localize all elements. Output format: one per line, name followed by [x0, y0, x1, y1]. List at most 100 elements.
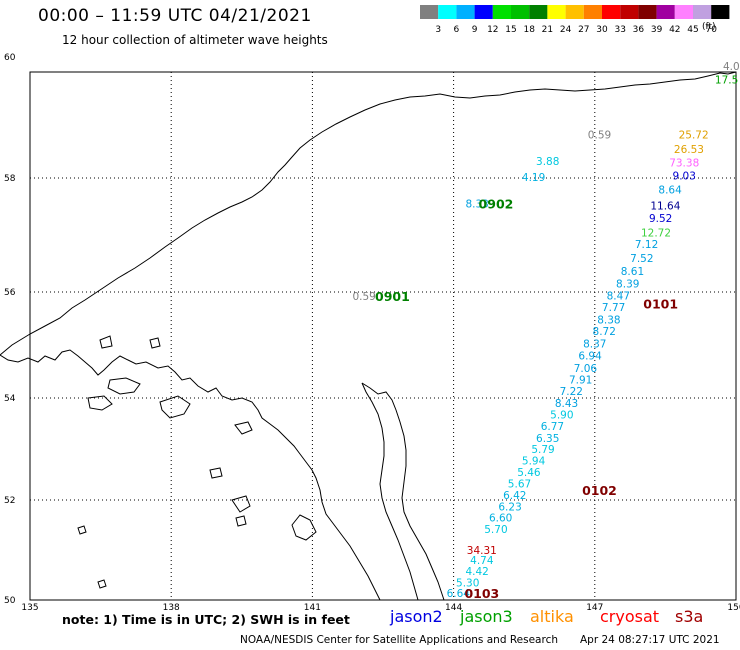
- legend-label: 42: [669, 25, 680, 35]
- lon-tick-label: 150: [727, 603, 740, 613]
- wave-height-value: 5.67: [508, 479, 531, 491]
- wave-height-value: 5.46: [517, 467, 541, 479]
- wave-height-value: 6.42: [503, 490, 526, 502]
- wave-height-value: 0.59: [352, 291, 375, 303]
- coastline: [0, 71, 737, 601]
- legend-swatch: [492, 5, 511, 19]
- graticule: [30, 72, 736, 600]
- wave-height-value: 8.61: [621, 266, 644, 278]
- page-subtitle: 12 hour collection of altimeter wave hei…: [62, 33, 328, 47]
- legend-label: 15: [505, 25, 516, 35]
- legend-swatch: [565, 5, 584, 19]
- wave-height-value: 9.03: [673, 171, 696, 183]
- legend-label: 33: [614, 25, 625, 35]
- legend-swatch: [420, 5, 439, 19]
- legend-label: 27: [578, 25, 589, 35]
- lat-tick-label: 56: [4, 288, 16, 298]
- map-frame: [29, 71, 737, 601]
- wave-height-value: 3.88: [536, 156, 559, 168]
- legend-units: (ft): [702, 22, 716, 32]
- satellite-name: altika: [530, 607, 574, 626]
- wave-height-value: 7.12: [635, 239, 658, 251]
- wave-height-value: 7.52: [630, 253, 653, 265]
- wave-height-value: 5.94: [522, 456, 546, 468]
- color-legend: 3 6 9 12 15 18 21 24 27 30 33 36 39 42 45 70: [420, 5, 730, 35]
- wave-height-value: 5.90: [550, 409, 573, 421]
- wave-height-value: 4.0: [723, 61, 740, 73]
- wave-height-value: 6.60: [489, 513, 512, 525]
- wave-height-value: 8.38: [597, 315, 620, 327]
- wave-height-value: 5.70: [484, 524, 507, 536]
- lat-tick-label: 54: [4, 394, 16, 404]
- wave-height-value: 8.37: [583, 338, 606, 350]
- wave-height-value: 73.38: [669, 157, 699, 169]
- legend-label: 3: [435, 25, 441, 35]
- legend-swatch: [547, 5, 566, 19]
- credit-text: NOAA/NESDIS Center for Satellite Applica…: [240, 634, 558, 646]
- wave-height-value: 25.72: [679, 129, 709, 141]
- lon-tick-label: 138: [163, 603, 180, 613]
- wave-height-value: 12.72: [641, 228, 671, 240]
- wave-height-value: 4.42: [465, 566, 488, 578]
- legend-label: 39: [651, 25, 663, 35]
- legend-label: 21: [542, 25, 553, 35]
- wave-height-value: 6.77: [541, 421, 564, 433]
- lat-tick-label: 58: [4, 174, 16, 184]
- lon-tick-label: 135: [21, 603, 38, 613]
- wave-height-value: 4.74: [470, 555, 494, 567]
- legend-label: 24: [560, 25, 572, 35]
- wave-height-value: 0.59: [588, 129, 611, 141]
- pass-time-label: 0902: [479, 197, 514, 212]
- pass-time-label: 0102: [582, 483, 617, 498]
- pass-time-label: 0103: [464, 586, 499, 601]
- pass-time-label: 0901: [375, 289, 410, 304]
- timestamp: Apr 24 08:27:17 UTC 2021: [580, 634, 720, 646]
- wave-height-value: 6.94: [578, 351, 602, 363]
- wave-height-value: 17.5: [715, 74, 738, 86]
- wave-height-value: 11.64: [650, 200, 680, 212]
- legend-label: 36: [633, 25, 645, 35]
- lat-tick-label: 52: [4, 496, 15, 506]
- wave-height-value: 7.77: [602, 302, 625, 314]
- wave-height-value: 8.72: [593, 326, 616, 338]
- legend-swatch: [711, 5, 730, 19]
- satellite-name: s3a: [675, 607, 704, 626]
- legend-swatch: [638, 5, 657, 19]
- legend-swatch: [474, 5, 493, 19]
- wave-height-value: 5.30: [456, 578, 479, 590]
- page-title: 00:00 – 11:59 UTC 04/21/2021: [38, 6, 312, 26]
- wave-height-value: 8.39: [616, 278, 639, 290]
- legend-label: 18: [523, 25, 535, 35]
- legend-swatch: [529, 5, 548, 19]
- legend-swatch: [583, 5, 602, 19]
- legend-swatch: [602, 5, 621, 19]
- legend-label: 6: [454, 25, 460, 35]
- legend-label: 12: [487, 25, 498, 35]
- legend-swatch: [438, 5, 457, 19]
- wave-height-value: 7.22: [560, 386, 583, 398]
- legend-label: 30: [596, 25, 608, 35]
- axis-ticks: 135 138 141 144 147 150 60 58 56 54 52 50: [4, 53, 740, 613]
- wave-height-value: 7.91: [569, 374, 592, 386]
- wave-height-value: 34.31: [467, 545, 497, 557]
- wave-height-value: 6.35: [536, 433, 559, 445]
- pass-time-label: 0101: [643, 297, 678, 312]
- lon-tick-label: 141: [304, 603, 321, 613]
- wave-height-value: 6.64: [447, 588, 471, 600]
- wave-height-value: 9.52: [649, 213, 672, 225]
- legend-swatch: [693, 5, 712, 19]
- satellite-name: jason3: [460, 607, 513, 626]
- legend-swatch: [656, 5, 675, 19]
- wave-height-value: 8.43: [555, 398, 578, 410]
- satellite-name: cryosat: [600, 607, 660, 626]
- legend-label: 70: [705, 25, 717, 35]
- wave-height-value: 6.23: [498, 502, 521, 514]
- legend-swatch: [620, 5, 639, 19]
- lat-tick-label: 50: [4, 596, 16, 606]
- satellite-name: jason2: [390, 607, 443, 626]
- lat-tick-label: 60: [4, 53, 16, 63]
- legend-swatch: [511, 5, 530, 19]
- legend-label: 9: [472, 25, 478, 35]
- wave-height-value: 8.47: [607, 291, 630, 303]
